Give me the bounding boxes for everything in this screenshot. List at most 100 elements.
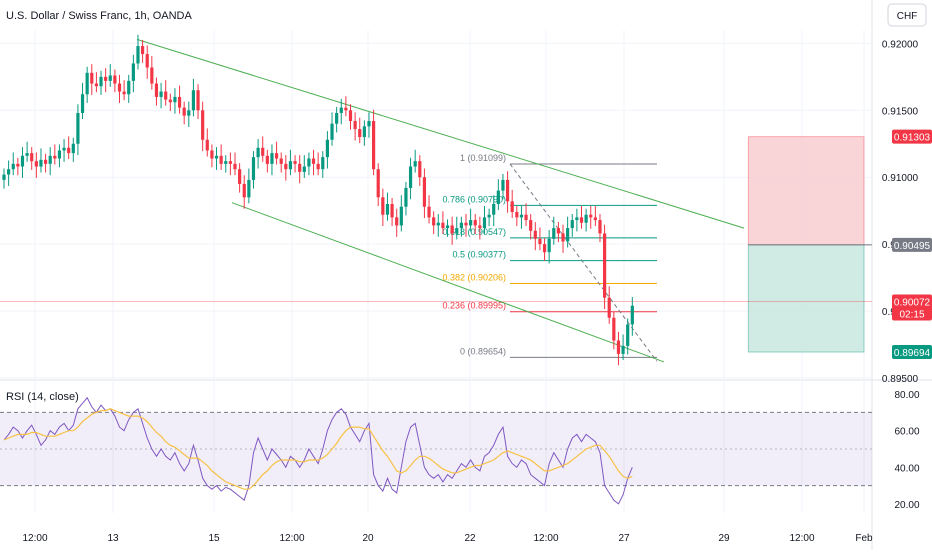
candle-body	[473, 220, 477, 226]
rsi-title: RSI (14, close)	[6, 391, 79, 403]
candle-body	[57, 150, 62, 159]
candle-body	[390, 204, 394, 218]
rsi-bands	[0, 411, 872, 487]
candle-body	[395, 217, 399, 226]
candle-body	[71, 143, 75, 154]
candle-body	[117, 83, 122, 92]
price-tag-label: 0.91303	[894, 133, 931, 144]
fib-level-label: 0.382 (0.90206)	[442, 273, 506, 283]
rsi-tick-label: 20.00	[894, 500, 919, 511]
candle-body	[404, 187, 408, 207]
candle-body	[626, 324, 630, 346]
candle-body	[464, 222, 468, 226]
candle-body	[247, 179, 251, 198]
candle-body	[487, 214, 491, 218]
time-tick-label: 12:00	[789, 533, 814, 544]
candle-body	[589, 214, 593, 218]
position-tool[interactable]	[0, 136, 872, 353]
candle-body	[381, 197, 385, 215]
candle-body	[593, 217, 597, 221]
candle-body	[2, 174, 6, 180]
candle-body	[459, 222, 463, 229]
candle-body	[141, 46, 145, 55]
candle-body	[367, 121, 371, 127]
candle-body	[501, 179, 505, 191]
candle-body	[298, 163, 302, 172]
time-tick-label: 12:00	[279, 533, 304, 544]
position-target-zone[interactable]	[747, 244, 865, 353]
price-tag-countdown: 02:15	[899, 309, 924, 320]
time-tick-label: 20	[362, 533, 374, 544]
candle-body	[482, 217, 487, 229]
candle-body	[362, 126, 366, 138]
candle-body	[191, 90, 196, 111]
candle-body	[307, 158, 311, 167]
candle-body	[279, 158, 283, 164]
time-tick-label: 13	[107, 533, 119, 544]
price-tag	[892, 294, 932, 321]
candlesticks	[2, 34, 634, 366]
fib-level-label: 0 (0.89654)	[460, 346, 506, 356]
channel-lower-line[interactable]	[231, 202, 665, 363]
candle-body	[177, 96, 182, 108]
candle-body	[413, 161, 417, 167]
candle-body	[584, 214, 588, 223]
time-axis[interactable]: 12:00 13 15 12:00 20 22 12:00 27 29 12:00 Feb	[22, 533, 873, 544]
candle-body	[325, 139, 329, 158]
candle-body	[316, 163, 320, 170]
candle-body	[154, 83, 159, 97]
candle-body	[478, 225, 482, 229]
price-tick-label: 0.92000	[882, 39, 919, 50]
candle-body	[30, 153, 34, 162]
time-tick-label: 29	[718, 533, 730, 544]
candle-body	[104, 76, 108, 81]
candle-body	[455, 228, 459, 234]
price-tag-label: 0.90495	[894, 241, 931, 252]
candle-body	[90, 72, 94, 84]
candle-body	[372, 121, 376, 170]
channel-upper-line[interactable]	[136, 38, 745, 229]
currency-button[interactable]	[887, 3, 927, 27]
fib-level-label: 0.618 (0.90547)	[442, 227, 506, 237]
candle-body	[270, 153, 274, 164]
candle-body	[469, 220, 473, 226]
candle-body	[561, 233, 565, 242]
candle-body	[16, 163, 20, 167]
candle-body	[515, 212, 519, 218]
candle-body	[11, 163, 15, 170]
price-tick-label: 0.89500	[882, 374, 919, 385]
candle-body	[284, 163, 288, 170]
candle-body	[505, 179, 510, 202]
candle-body	[242, 183, 246, 198]
chart-title: U.S. Dollar / Swiss Franc, 1h, OANDA	[6, 10, 192, 22]
candle-body	[48, 155, 52, 164]
candle-body	[39, 159, 43, 167]
candle-body	[238, 169, 242, 184]
candle-body	[94, 83, 98, 87]
candle-body	[214, 155, 219, 159]
trend-channel[interactable]	[136, 38, 745, 363]
candle-body	[570, 220, 574, 229]
rsi-lines	[3, 396, 633, 505]
price-tag-label: 0.89694	[894, 348, 931, 359]
candle-body	[524, 214, 528, 221]
candle-body	[542, 244, 547, 253]
candle-body	[20, 155, 25, 167]
candle-body	[399, 206, 403, 226]
candle-body	[575, 217, 579, 221]
fib-level-label: 0.786 (0.90790)	[442, 194, 506, 204]
candle-body	[418, 161, 422, 178]
candle-body	[441, 222, 445, 229]
candle-body	[164, 91, 168, 100]
candle-body	[579, 217, 584, 223]
candle-body	[348, 110, 353, 122]
candle-body	[510, 201, 514, 213]
candle-body	[339, 107, 343, 113]
time-tick-label: 12:00	[533, 533, 558, 544]
time-tick-label: 22	[464, 533, 476, 544]
position-stop-zone[interactable]	[747, 136, 865, 246]
candle-body	[302, 166, 306, 172]
candle-body	[335, 112, 339, 124]
